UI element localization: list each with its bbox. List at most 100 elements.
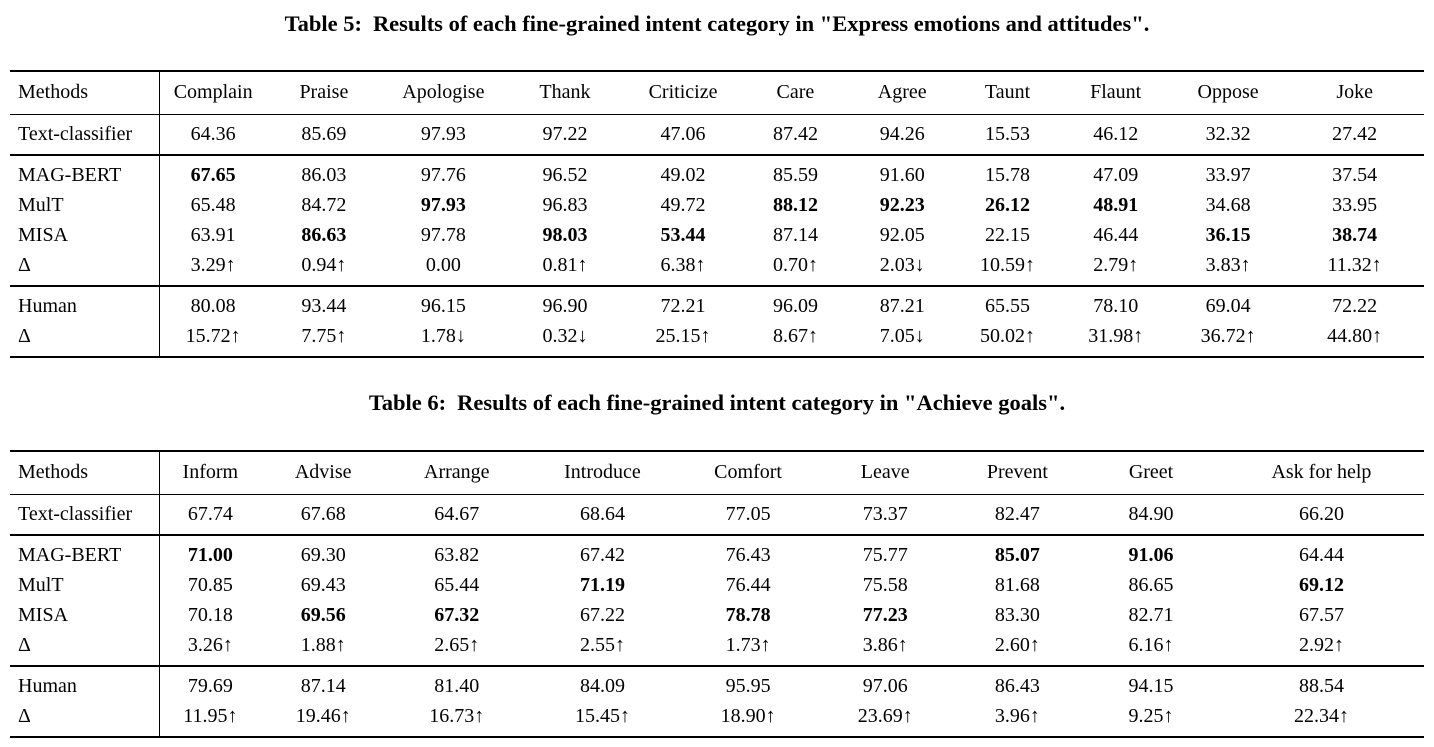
value-cell: 91.06 — [1128, 544, 1174, 566]
value-cell: 96.52 — [542, 164, 588, 186]
method-cell-mag-bert: MAG-BERT — [18, 164, 122, 186]
value-cell: 97.06 — [862, 675, 908, 697]
value-cell: 69.30 — [300, 544, 346, 566]
value-cell: 63.82 — [434, 544, 480, 566]
value-cell: 87.14 — [772, 224, 818, 246]
value-cell: 2.92↑ — [1298, 634, 1344, 656]
value-cell: 84.09 — [579, 675, 625, 697]
value-cell: 81.40 — [434, 675, 480, 697]
value-cell: 15.78 — [985, 164, 1031, 186]
value-cell: 77.23 — [862, 604, 908, 626]
value-cell: 2.79↑ — [1093, 254, 1139, 276]
table-row: MISA 70.18 69.56 67.32 67.22 78.78 77.23 83.30 8… — [10, 600, 1424, 631]
value-cell: 2.03↓ — [879, 254, 925, 276]
table6-grid: Methods Inform Advise Arrange Introduce Comfo… — [10, 450, 1424, 738]
value-cell: 66.20 — [1298, 503, 1344, 525]
value-cell: 92.23 — [879, 194, 925, 216]
value-cell: 91.60 — [879, 164, 925, 186]
method-cell-delta: Δ — [18, 705, 31, 727]
value-cell: 72.21 — [660, 295, 706, 317]
value-cell: 46.12 — [1093, 123, 1139, 145]
value-cell: 71.00 — [159, 535, 261, 571]
value-cell: 8.67↑ — [772, 325, 818, 347]
value-cell: 86.65 — [1128, 574, 1174, 596]
value-cell: 3.29↑ — [159, 250, 266, 286]
value-cell: 92.05 — [879, 224, 925, 246]
value-cell: 3.96↑ — [994, 705, 1040, 727]
value-cell: 96.90 — [542, 295, 588, 317]
value-cell: 97.76 — [420, 164, 466, 186]
value-cell: 23.69↑ — [857, 705, 913, 727]
value-cell: 88.54 — [1298, 675, 1344, 697]
table-row: Δ 11.95↑ 19.46↑ 16.73↑ 15.45↑ 18.90↑ 23.69↑ 3.9… — [10, 701, 1424, 737]
table5-section: Table 5: Results of each fine-grained int… — [10, 0, 1424, 358]
value-cell: 78.10 — [1093, 295, 1139, 317]
value-cell: 11.95↑ — [159, 701, 261, 737]
value-cell: 82.71 — [1128, 604, 1174, 626]
methods-header: Methods — [18, 81, 88, 103]
column-header-care: Care — [776, 81, 815, 103]
column-header-thank: Thank — [539, 81, 591, 103]
value-cell: 49.72 — [660, 194, 706, 216]
table5-caption: Table 5: Results of each fine-grained int… — [10, 0, 1424, 39]
value-cell: 85.07 — [994, 544, 1040, 566]
value-cell: 97.22 — [542, 123, 588, 145]
value-cell: 94.15 — [1128, 675, 1174, 697]
value-cell: 2.60↑ — [994, 634, 1040, 656]
value-cell: 65.55 — [985, 295, 1031, 317]
value-cell: 70.18 — [159, 600, 261, 631]
value-cell: 7.05↓ — [879, 325, 925, 347]
value-cell: 86.03 — [301, 164, 347, 186]
value-cell: 33.97 — [1205, 164, 1251, 186]
value-cell: 9.25↑ — [1128, 705, 1174, 727]
column-header-taunt: Taunt — [984, 81, 1031, 103]
value-cell: 85.69 — [301, 123, 347, 145]
table6-section: Table 6: Results of each fine-grained int… — [10, 388, 1424, 738]
value-cell: 31.98↑ — [1088, 325, 1144, 347]
value-cell: 75.77 — [862, 544, 908, 566]
value-cell: 48.91 — [1093, 194, 1139, 216]
method-cell-misa: MISA — [18, 604, 69, 626]
value-cell: 1.73↑ — [725, 634, 771, 656]
value-cell: 18.90↑ — [720, 705, 776, 727]
value-cell: 67.57 — [1298, 604, 1344, 626]
value-cell: 15.45↑ — [574, 705, 630, 727]
value-cell: 26.12 — [985, 194, 1031, 216]
value-cell: 98.03 — [542, 224, 588, 246]
table6-caption: Table 6: Results of each fine-grained int… — [10, 388, 1424, 418]
value-cell: 19.46↑ — [295, 705, 351, 727]
value-cell: 83.30 — [994, 604, 1040, 626]
value-cell: 47.06 — [660, 123, 706, 145]
table5-caption-text: Results of each fine-grained intent cate… — [372, 11, 1150, 36]
value-cell: 82.47 — [994, 503, 1040, 525]
value-cell: 81.68 — [994, 574, 1040, 596]
value-cell: 65.44 — [434, 574, 480, 596]
method-cell-mult: MulT — [18, 194, 64, 216]
value-cell: 0.00 — [425, 254, 461, 276]
value-cell: 68.64 — [579, 503, 625, 525]
table5-results-table: Methods Complain Praise Apologise Thank Criti… — [10, 70, 1424, 358]
header-row: Methods Complain Praise Apologise Thank Criti… — [10, 71, 1424, 115]
value-cell: 86.43 — [994, 675, 1040, 697]
value-cell: 87.14 — [300, 675, 346, 697]
method-cell-text-classifier: Text-classifier — [18, 503, 133, 525]
method-cell-human: Human — [18, 675, 77, 697]
value-cell: 67.68 — [300, 503, 346, 525]
value-cell: 37.54 — [1332, 164, 1378, 186]
value-cell: 80.08 — [159, 286, 266, 322]
method-cell-human: Human — [18, 295, 77, 317]
value-cell: 96.15 — [420, 295, 466, 317]
value-cell: 84.90 — [1128, 503, 1174, 525]
value-cell: 25.15↑ — [655, 325, 711, 347]
value-cell: 67.65 — [159, 155, 266, 191]
table-section: MAG-BERT 67.65 86.03 97.76 96.52 49.02 85.59 91… — [10, 155, 1424, 286]
value-cell: 7.75↑ — [301, 325, 347, 347]
value-cell: 3.83↑ — [1205, 254, 1251, 276]
column-header-introduce: Introduce — [564, 461, 641, 483]
value-cell: 36.72↑ — [1200, 325, 1256, 347]
column-header-inform: Inform — [159, 451, 261, 495]
table6-results-table: Methods Inform Advise Arrange Introduce Comfo… — [10, 450, 1424, 738]
value-cell: 6.16↑ — [1128, 634, 1174, 656]
value-cell: 50.02↑ — [980, 325, 1036, 347]
value-cell: 32.32 — [1205, 123, 1251, 145]
